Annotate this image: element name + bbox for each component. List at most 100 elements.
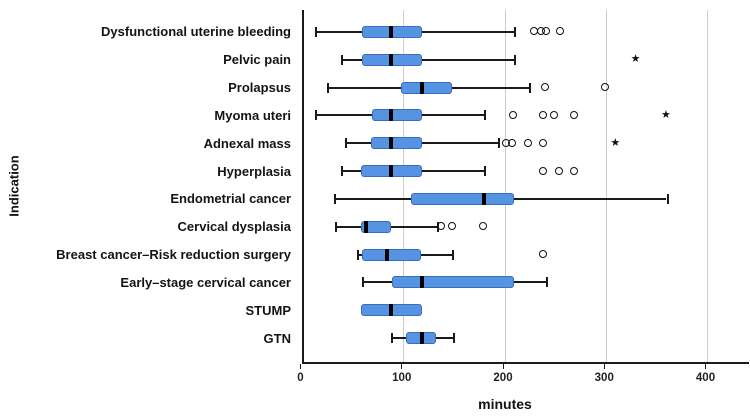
x-tick-label: 400 xyxy=(695,372,716,384)
whisker-cap-low xyxy=(341,166,344,177)
median-line xyxy=(389,165,394,178)
median-line xyxy=(389,53,394,66)
whisker-cap-high xyxy=(546,277,548,288)
whisker-cap-high xyxy=(666,193,669,204)
whisker-cap-high xyxy=(484,110,487,121)
iqr-box xyxy=(392,276,514,289)
whisker-cap-low xyxy=(315,110,318,121)
boxplot-row xyxy=(304,185,749,213)
whisker-cap-high xyxy=(451,249,454,260)
iqr-box xyxy=(370,137,423,150)
whisker-cap-low xyxy=(315,26,318,37)
outlier-marker xyxy=(569,110,578,119)
category-label: Prolapsus xyxy=(228,80,291,96)
boxplot-row xyxy=(304,268,749,296)
x-tick-mark xyxy=(401,364,403,369)
whisker-cap-low xyxy=(327,82,330,93)
whisker-cap-low xyxy=(391,333,394,344)
outlier-marker xyxy=(508,138,517,147)
extreme-marker: ★ xyxy=(630,53,641,66)
median-line xyxy=(420,332,425,345)
iqr-box xyxy=(360,220,392,233)
outlier-marker xyxy=(437,222,446,231)
whisker-cap-high xyxy=(528,82,531,93)
category-label: Adnexal mass xyxy=(203,135,291,151)
outlier-marker xyxy=(509,110,518,119)
boxplot-row: ★ xyxy=(304,129,749,157)
outlier-marker xyxy=(539,250,548,259)
category-label: GTN xyxy=(263,330,291,346)
x-tick-mark xyxy=(502,364,504,369)
category-label: Dysfunctional uterine bleeding xyxy=(101,24,291,40)
x-tick-label: 0 xyxy=(297,372,304,384)
whisker-cap-low xyxy=(341,54,344,65)
whisker-cap-high xyxy=(498,138,501,149)
median-line xyxy=(420,276,425,289)
median-line xyxy=(389,137,394,150)
category-label: Cervical dysplasia xyxy=(177,219,291,235)
gridline-x-200 xyxy=(504,10,506,362)
x-axis-title: minutes xyxy=(478,396,532,412)
outlier-marker xyxy=(540,83,549,92)
boxplot-row xyxy=(304,18,749,46)
boxplot-row xyxy=(304,74,749,102)
median-line xyxy=(420,81,425,94)
whisker-cap-high xyxy=(513,26,516,37)
whisker-cap-low xyxy=(344,138,347,149)
whisker-cap-low xyxy=(334,193,337,204)
iqr-box xyxy=(411,192,514,205)
median-line xyxy=(389,25,394,38)
category-axis: Dysfunctional uterine bleeding Pelvic pai… xyxy=(0,18,297,352)
outlier-marker xyxy=(555,27,564,36)
iqr-box xyxy=(371,109,423,122)
plot-area: ★ ★ ★ xyxy=(302,10,749,364)
median-line xyxy=(363,220,368,233)
x-tick-mark xyxy=(300,364,301,369)
median-line xyxy=(482,192,487,205)
iqr-box xyxy=(361,248,422,261)
whisker-cap-low xyxy=(356,249,359,260)
extreme-marker: ★ xyxy=(661,108,671,121)
category-label: Endometrial cancer xyxy=(170,191,291,207)
x-tick-mark xyxy=(705,364,706,369)
category-label: STUMP xyxy=(245,302,292,318)
x-axis: 0 100 200 300 400 xyxy=(297,364,749,394)
median-line xyxy=(389,109,394,122)
boxplot-row: ★ xyxy=(304,46,749,74)
boxplot-row xyxy=(304,296,749,324)
outlier-marker xyxy=(541,27,550,36)
outlier-marker xyxy=(554,166,563,175)
outlier-marker xyxy=(448,222,457,231)
gridline-x-100 xyxy=(403,10,405,362)
whisker-cap-low xyxy=(361,277,364,288)
category-label: Pelvic pain xyxy=(223,52,291,68)
gridline-x-300 xyxy=(605,10,607,362)
outlier-marker xyxy=(524,138,533,147)
whisker-cap-high xyxy=(452,333,455,344)
x-tick-mark xyxy=(603,364,605,369)
category-label: Myoma uteri xyxy=(214,107,291,123)
whisker-cap-high xyxy=(484,166,487,177)
whisker-cap-low xyxy=(335,221,338,232)
outlier-marker xyxy=(478,222,487,231)
outlier-marker xyxy=(549,110,558,119)
x-tick-label: 200 xyxy=(493,372,513,384)
outlier-marker xyxy=(601,83,610,92)
boxplot-row xyxy=(304,241,749,269)
outlier-marker xyxy=(569,166,578,175)
x-tick-label: 300 xyxy=(594,372,614,384)
category-label: Breast cancer–Risk reduction surgery xyxy=(56,247,291,263)
gridline-x-400 xyxy=(707,10,708,362)
boxplot-row xyxy=(304,324,749,352)
boxplot-row xyxy=(304,157,749,185)
outlier-marker xyxy=(539,166,548,175)
outlier-marker xyxy=(539,138,548,147)
median-line xyxy=(385,248,390,261)
outlier-marker xyxy=(539,110,548,119)
boxplot-rows: ★ ★ ★ xyxy=(304,18,749,352)
iqr-box xyxy=(401,81,452,94)
median-line xyxy=(389,304,394,317)
extreme-marker: ★ xyxy=(610,136,621,149)
x-tick-label: 100 xyxy=(392,372,412,384)
